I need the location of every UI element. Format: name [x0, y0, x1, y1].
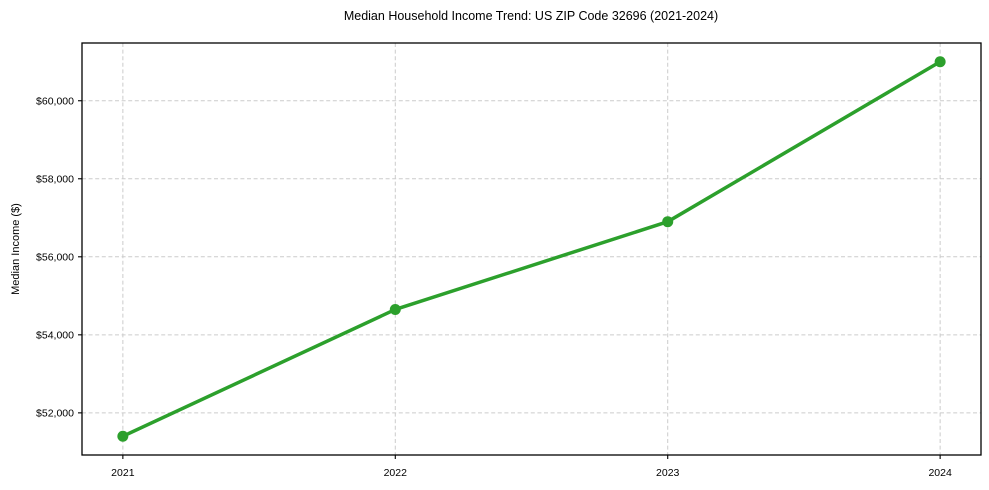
y-tick-label: $54,000	[36, 330, 74, 342]
y-tick-label: $52,000	[36, 408, 74, 420]
x-tick-label: 2022	[384, 467, 408, 479]
y-tick-label: $60,000	[36, 95, 74, 107]
gridlines	[82, 43, 981, 455]
data-series	[117, 56, 946, 442]
y-tick-label: $56,000	[36, 252, 74, 264]
axis-tick-labels: $52,000 $54,000 $56,000 $58,000 $60,000 2021 2…	[36, 95, 952, 479]
x-tick-label: 2023	[656, 467, 680, 479]
data-point-2021	[117, 430, 129, 442]
chart-title: Median Household Income Trend: US ZIP Co…	[344, 9, 718, 23]
y-tick-label: $58,000	[36, 173, 74, 185]
data-point-2023	[662, 216, 674, 228]
data-point-2022	[389, 303, 401, 315]
plot-border	[81, 42, 982, 456]
x-tick-label: 2021	[111, 467, 135, 479]
income-trend-line	[121, 59, 942, 439]
data-point-2024	[934, 56, 946, 68]
y-axis-label: Median Income ($)	[10, 203, 22, 295]
x-tick-label: 2024	[928, 467, 952, 479]
axis-ticks	[78, 100, 941, 459]
